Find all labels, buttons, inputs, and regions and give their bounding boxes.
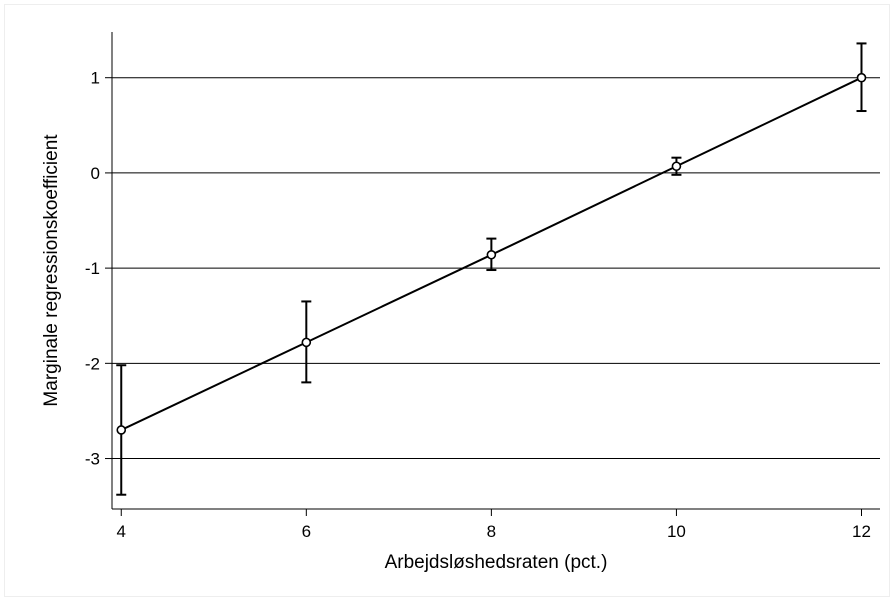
x-tick-label: 12 [852, 522, 871, 541]
x-tick-label: 4 [117, 522, 126, 541]
data-point [116, 425, 127, 435]
y-tick-label: 0 [91, 164, 100, 183]
x-tick-label: 8 [487, 522, 496, 541]
y-tick-label: -2 [85, 354, 100, 373]
data-point [486, 249, 497, 260]
x-axis-title: Arbejdsløshedsraten (pct.) [385, 552, 608, 573]
error-bars [116, 42, 867, 496]
x-axis-ticks: 4 6 8 10 12 [117, 509, 871, 541]
data-point [856, 72, 867, 83]
y-tick-label: -3 [85, 450, 100, 469]
x-tick-label: 6 [302, 522, 311, 541]
data-points [116, 72, 867, 435]
axes [111, 32, 880, 510]
x-tick-label: 10 [667, 522, 686, 541]
y-tick-label: 1 [91, 69, 100, 88]
y-axis-title: Marginale regressionskoefficient [41, 134, 62, 407]
data-point [671, 161, 682, 172]
y-axis-ticks: -3 -2 -1 0 1 [85, 69, 112, 469]
gridlines [112, 77, 880, 460]
data-point [301, 337, 312, 348]
y-tick-label: -1 [85, 259, 100, 278]
